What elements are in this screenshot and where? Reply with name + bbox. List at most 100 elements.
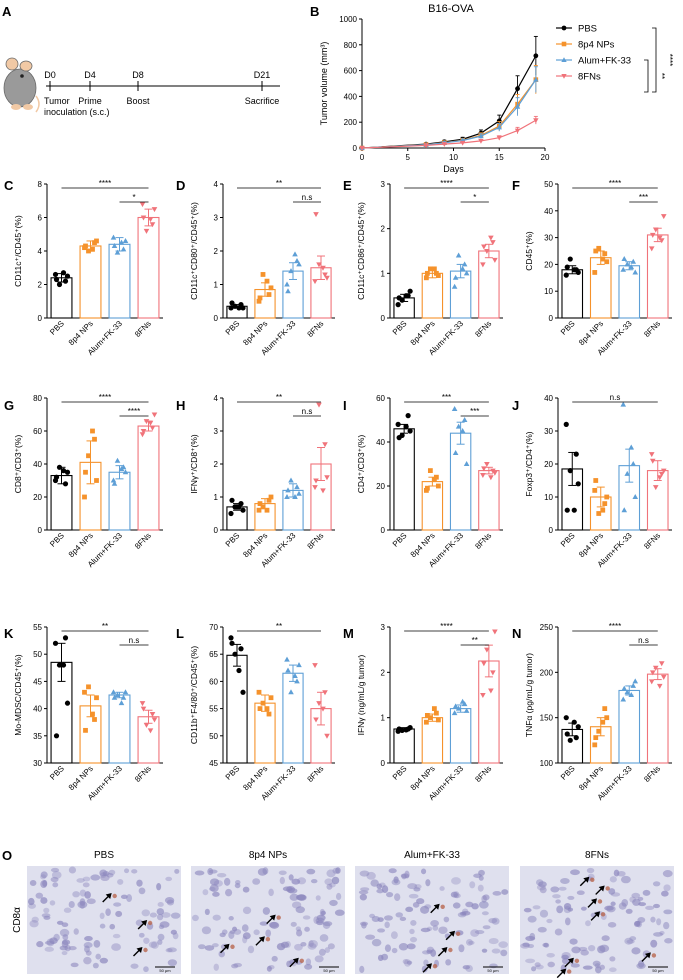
y-tick-label: 10 (544, 493, 553, 502)
scale-bar-label: 50 μm (652, 968, 664, 973)
cell-nucleus (266, 965, 272, 972)
data-point (571, 719, 577, 725)
x-tick-label: 0 (360, 153, 365, 162)
cell-nucleus (398, 942, 409, 951)
cell-nucleus (305, 958, 312, 966)
cell-nucleus (50, 876, 59, 883)
cell-nucleus (410, 919, 417, 926)
cell-nucleus (120, 894, 128, 899)
cd8-positive-cell (265, 937, 271, 942)
x-tick-label: 8p4 NPs (241, 764, 269, 792)
data-point (118, 239, 125, 245)
data-point (296, 490, 302, 496)
data-point (435, 717, 441, 723)
cell-nucleus (259, 921, 269, 926)
timeline-event-label: Tumor (44, 96, 70, 106)
cell-nucleus (61, 922, 69, 928)
y-tick-label: 2 (38, 281, 43, 290)
cell-nucleus (370, 879, 379, 887)
data-point (600, 256, 606, 262)
cell-nucleus (31, 916, 39, 923)
data-point (592, 488, 598, 493)
data-point (660, 468, 667, 474)
x-tick-label: PBS (391, 319, 409, 337)
cell-nucleus (469, 881, 476, 889)
cell-nucleus (631, 892, 641, 899)
cell-nucleus (578, 946, 588, 952)
x-tick-label: PBS (224, 319, 242, 337)
panel-letter: M (343, 626, 354, 641)
data-point (564, 731, 570, 737)
ihc-title: Alum+FK-33 (404, 850, 460, 861)
data-point (92, 436, 97, 442)
data-point (620, 696, 627, 702)
data-point (139, 432, 146, 438)
cell-nucleus (316, 914, 326, 921)
cell-nucleus (216, 872, 227, 878)
data-point (260, 700, 266, 706)
mouse-eye (20, 74, 24, 78)
data-point (322, 690, 328, 696)
cell-nucleus (571, 946, 581, 954)
cell-nucleus (637, 916, 646, 923)
bar (478, 250, 500, 319)
y-tick-label: 40 (544, 394, 553, 403)
cell-nucleus (465, 964, 473, 973)
y-tick-label: 250 (540, 623, 554, 632)
cell-nucleus (582, 965, 593, 970)
cell-nucleus (201, 926, 212, 935)
cell-nucleus (99, 869, 108, 877)
data-point (431, 706, 437, 711)
cell-nucleus (294, 943, 303, 951)
cell-nucleus (335, 892, 342, 901)
cell-nucleus (500, 949, 508, 957)
cell-nucleus (212, 943, 219, 948)
sig-label: **** (99, 179, 111, 188)
cell-nucleus (420, 927, 431, 933)
cell-nucleus (652, 881, 661, 887)
y-tick-label: 2 (381, 668, 386, 677)
cell-nucleus (570, 963, 580, 968)
cell-nucleus (202, 889, 209, 896)
panel-o-ihc: O CD8α PBS 50 μm 8p4 NPs 50 μm Alum+FK-33 50 μm… (2, 848, 674, 979)
ihc-panel: 8p4 NPs 50 μm (191, 850, 345, 974)
data-point (660, 214, 667, 220)
cell-nucleus (462, 965, 471, 970)
cell-nucleus (371, 938, 382, 947)
cell-nucleus (99, 912, 105, 920)
timeline-day: D0 (44, 70, 56, 80)
mouse-foot (23, 104, 33, 110)
cell-nucleus (228, 931, 235, 939)
cell-nucleus (170, 912, 181, 919)
bar (137, 425, 160, 531)
cell-nucleus (443, 916, 450, 923)
data-point (236, 504, 242, 510)
data-point (60, 270, 67, 276)
cell-nucleus (135, 919, 144, 926)
cell-nucleus (609, 956, 616, 962)
timeline-day: D21 (254, 70, 271, 80)
cell-nucleus (61, 939, 71, 946)
cell-nucleus (106, 872, 114, 878)
cell-nucleus (126, 894, 133, 903)
cell-nucleus (625, 908, 633, 914)
data-point (292, 494, 298, 499)
cell-nucleus (546, 918, 553, 924)
y-tick-label: 0 (381, 314, 386, 323)
cell-nucleus (430, 949, 437, 957)
legend-label: 8FNs (578, 72, 601, 83)
bar (449, 708, 472, 764)
cell-nucleus (335, 867, 341, 874)
sig-label: n.s (610, 393, 621, 402)
y-tick-label: 40 (544, 207, 553, 216)
x-tick-label: 8FNs (473, 764, 493, 784)
cell-nucleus (621, 899, 629, 907)
cell-nucleus (157, 933, 165, 941)
cell-nucleus (296, 929, 303, 937)
cell-nucleus (150, 941, 159, 949)
cell-nucleus (99, 923, 106, 929)
arrow-icon (105, 893, 112, 899)
y-tick-label: 400 (344, 92, 358, 101)
cell-nucleus (585, 920, 591, 927)
data-point (423, 719, 429, 725)
